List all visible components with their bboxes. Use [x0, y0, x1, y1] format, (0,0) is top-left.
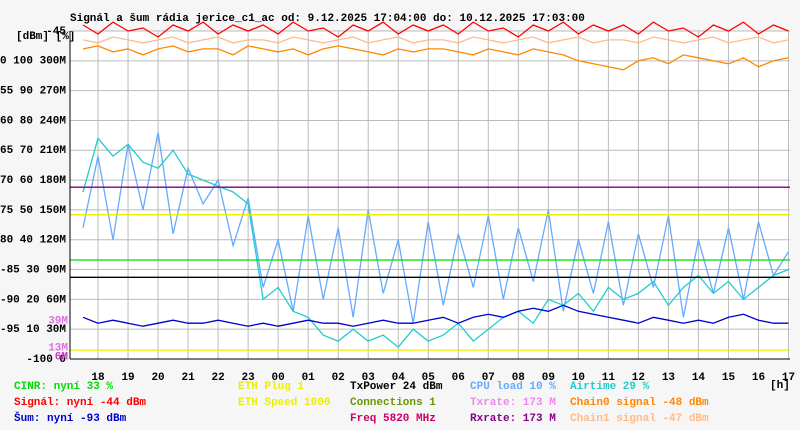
y-unit-label: [dBm] [%]: [16, 31, 75, 43]
y-tick-label: -50 100 300M: [0, 56, 66, 68]
series-line: [82, 304, 789, 327]
y-tick-label: -60 80 240M: [0, 115, 66, 127]
x-tick-label: 02: [332, 372, 345, 384]
x-tick-label: 09: [542, 372, 555, 384]
series-line: [82, 36, 789, 44]
x-tick-label: 03: [362, 372, 376, 384]
x-tick-label: 08: [512, 372, 526, 384]
x-tick-label: 10: [572, 372, 585, 384]
y-tick-label: -45: [46, 26, 66, 38]
x-tick-label: 16: [752, 372, 765, 384]
y-tick-label: -95 10 30M: [0, 324, 66, 336]
x-tick-label: 13: [662, 372, 676, 384]
y-tick-label: -75 50 150M: [0, 205, 66, 217]
legend-entry: Chain0 signal -48 dBm: [570, 397, 709, 409]
series-line: [82, 132, 790, 324]
y-tick-label: -85 30 90M: [0, 264, 66, 276]
x-tick-label: 01: [302, 372, 316, 384]
series-line: [82, 21, 789, 38]
x-tick-label: 14: [692, 372, 706, 384]
x-tick-label: 04: [392, 372, 406, 384]
x-tick-label: 07: [482, 372, 495, 384]
x-tick-label: 21: [181, 372, 195, 384]
y-tick-label: -80 40 120M: [0, 235, 66, 247]
y-tick-label: -70 60 180M: [0, 175, 66, 187]
legend-entry: CINR: nyní 33 %: [14, 381, 113, 393]
annotation: 39M: [48, 316, 68, 328]
y-tick-label: -65 70 210M: [0, 145, 66, 157]
x-tick-label: 00: [272, 372, 285, 384]
legend-entry: TxPower 24 dBm: [350, 381, 443, 393]
legend-entry: CPU load 10 %: [470, 381, 556, 393]
x-tick-label: 20: [151, 372, 164, 384]
legend-entry: ETH Plug 1: [238, 381, 304, 393]
y-tick-label: -90 20 60M: [0, 294, 66, 306]
x-tick-label: 15: [722, 372, 736, 384]
legend-entry: Signál: nyní -44 dBm: [14, 397, 146, 409]
y-tick-label: -55 90 270M: [0, 86, 66, 98]
annotation: 13M: [48, 343, 68, 355]
series-line: [82, 136, 789, 349]
chart-title: Signál a šum rádia jerice_c1_ac od: 9.12…: [70, 13, 585, 25]
y-tick-label: -100 0: [26, 354, 66, 366]
x-unit-label: [h]: [770, 380, 790, 392]
x-tick-label: 05: [422, 372, 436, 384]
legend-entry: Rxrate: 173 M: [470, 413, 556, 425]
x-tick-label: 23: [242, 372, 256, 384]
x-tick-label: 12: [632, 372, 645, 384]
legend-entry: Connections 1: [350, 397, 436, 409]
x-tick-label: 11: [602, 372, 616, 384]
x-tick-label: 06: [452, 372, 465, 384]
legend-entry: Chain1 signal -47 dBm: [570, 413, 709, 425]
legend-entry: Freq 5820 MHz: [350, 413, 436, 425]
legend-entry: Txrate: 173 M: [470, 397, 556, 409]
x-tick-label: 19: [121, 372, 134, 384]
legend-entry: Airtime 29 %: [570, 381, 650, 393]
legend-entry: Šum: nyní -93 dBm: [14, 411, 127, 425]
series-line: [82, 45, 789, 71]
legend-entry: ETH Speed 1000: [238, 397, 330, 409]
x-tick-label: 22: [212, 372, 225, 384]
x-tick-label: 18: [91, 372, 105, 384]
x-tick-label: 17: [782, 372, 795, 384]
annotation: 6M: [55, 352, 69, 364]
